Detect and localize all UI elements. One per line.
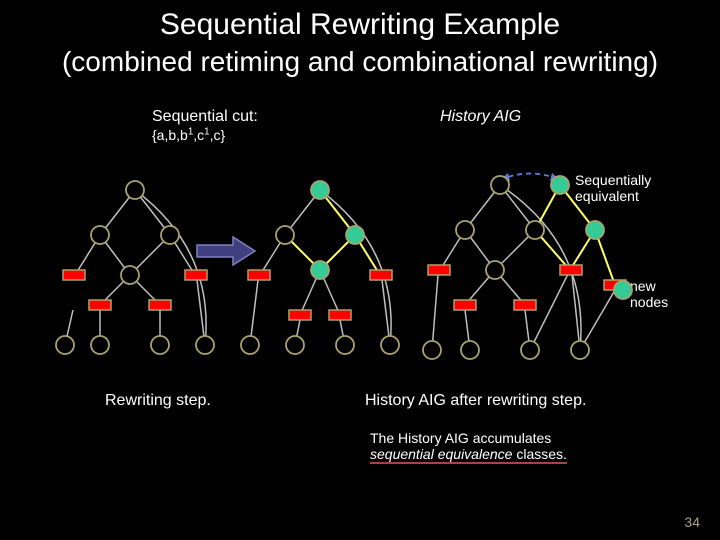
sequential-cut-label: Sequential cut: {a,b,b1,c1,c}: [152, 108, 258, 145]
graph-rewritten: [240, 170, 400, 360]
graph-original: [55, 170, 215, 360]
graph-history-aig: [420, 155, 650, 375]
history-aig-label: History AIG: [440, 108, 521, 126]
accumulates-label: The History AIG accumulates sequential e…: [370, 430, 567, 462]
subtitle: (combined retiming and combinational rew…: [0, 46, 720, 78]
main-title: Sequential Rewriting Example: [0, 8, 720, 42]
slide-number: 34: [684, 514, 700, 530]
after-rewriting-label: History AIG after rewriting step.: [365, 392, 586, 410]
rewriting-step-label: Rewriting step.: [105, 392, 211, 410]
